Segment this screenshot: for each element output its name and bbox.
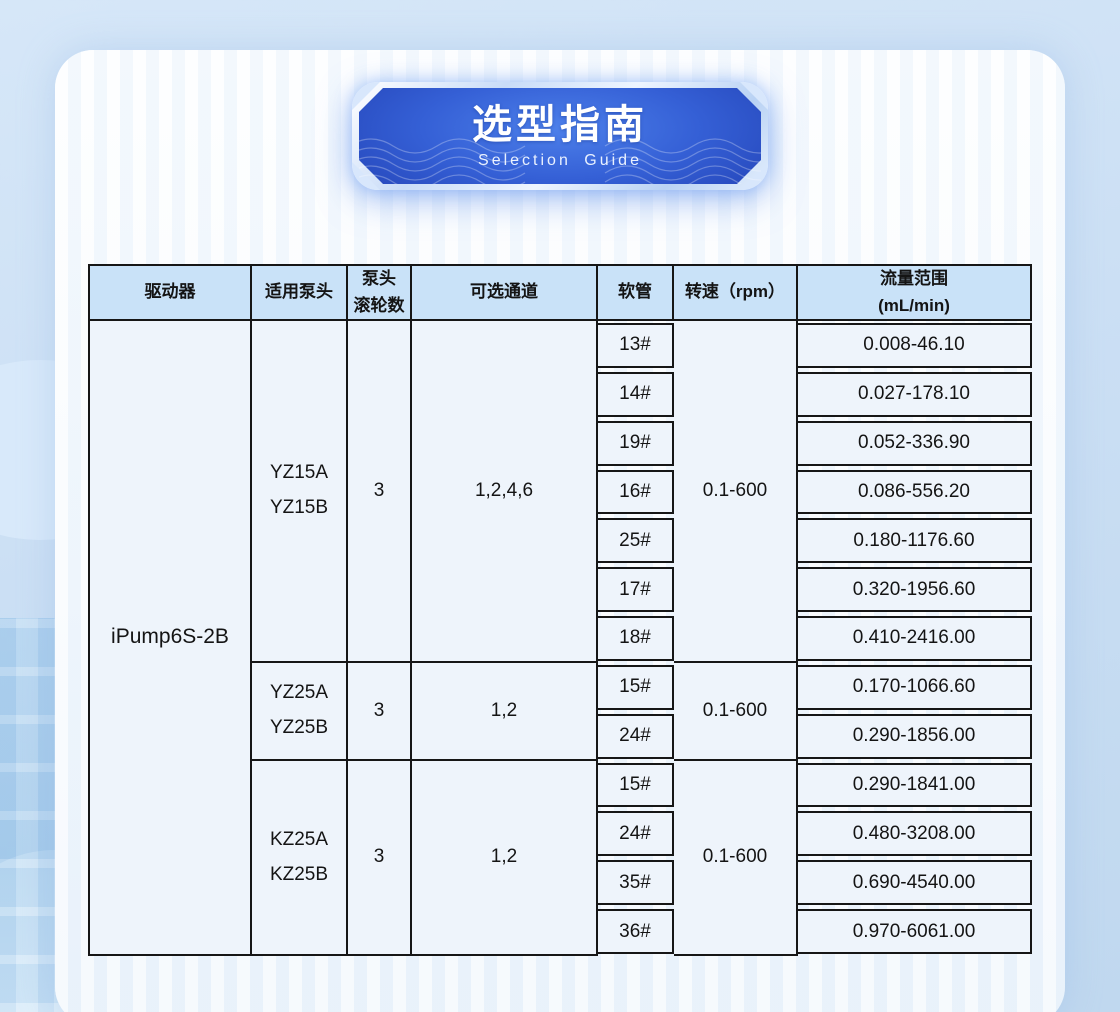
flow-range-cell: 0.170-1066.60 (796, 664, 1032, 710)
flow-range-cell: 0.027-178.10 (796, 371, 1032, 417)
rollers-cell: 3 (348, 321, 412, 663)
pump-head-model: KZ25B (269, 863, 329, 885)
flow-range-cell: 0.086-556.20 (796, 469, 1032, 515)
header-rollers: 泵头 滚轮数 (348, 264, 412, 321)
tube-cell: 15# (596, 762, 674, 808)
flow-range-cell: 0.320-1956.60 (796, 567, 1032, 613)
channels-cell: 1,2 (412, 662, 598, 761)
flow-range-cell: 0.008-46.10 (796, 323, 1032, 368)
header-rollers-line1: 泵头 (362, 269, 396, 289)
tube-cell: 25# (596, 518, 674, 564)
speed-cell: 0.1-600 (674, 760, 798, 956)
header-driver: 驱动器 (88, 264, 252, 321)
pump-head-model: YZ25A (269, 682, 329, 704)
pump-head-model: YZ15A (269, 462, 329, 484)
pump-head-model: YZ15B (269, 497, 329, 519)
header-channels: 可选通道 (412, 264, 598, 321)
pump-head-cell: YZ15A YZ15B (252, 321, 348, 663)
flow-range-cell: 0.970-6061.00 (796, 909, 1032, 954)
channels-cell: 1,2 (412, 760, 598, 956)
tube-cell: 13# (596, 323, 674, 368)
flow-range-cell: 0.410-2416.00 (796, 616, 1032, 661)
tube-cell: 16# (596, 469, 674, 515)
tube-cell: 36# (596, 909, 674, 954)
header-rollers-line2: 滚轮数 (353, 295, 405, 315)
tube-cell: 17# (596, 567, 674, 613)
pump-head-cell: YZ25A YZ25B (252, 662, 348, 761)
header-flow-range: 流量范围 (mL/min) (798, 264, 1032, 321)
pump-head-model: KZ25A (269, 828, 329, 850)
header-flow-line2: (mL/min) (878, 295, 950, 315)
pump-head-cell: KZ25A KZ25B (252, 760, 348, 956)
speed-cell: 0.1-600 (674, 662, 798, 761)
rollers-cell: 3 (348, 760, 412, 956)
tube-cell: 24# (596, 713, 674, 759)
pump-head-model: YZ25B (269, 717, 329, 739)
channels-cell: 1,2,4,6 (412, 321, 598, 663)
flow-range-cell: 0.290-1841.00 (796, 762, 1032, 808)
header-speed: 转速（rpm） (674, 264, 798, 321)
tube-cell: 19# (596, 420, 674, 466)
flow-range-cell: 0.690-4540.00 (796, 860, 1032, 906)
flow-range-cell: 0.480-3208.00 (796, 811, 1032, 857)
flow-range-cell: 0.290-1856.00 (796, 713, 1032, 759)
tube-cell: 35# (596, 860, 674, 906)
speed-cell: 0.1-600 (674, 321, 798, 663)
driver-cell: iPump6S-2B (88, 321, 252, 956)
header-pump-head: 适用泵头 (252, 264, 348, 321)
tube-cell: 18# (596, 616, 674, 661)
tube-cell: 15# (596, 664, 674, 710)
header-tube: 软管 (598, 264, 674, 321)
header-flow-line1: 流量范围 (880, 269, 948, 289)
rollers-cell: 3 (348, 662, 412, 761)
selection-table: 驱动器 适用泵头 泵头 滚轮数 可选通道 软管 转速（rpm） 流量范围 (mL… (88, 264, 1032, 956)
tube-cell: 14# (596, 371, 674, 417)
banner-title: 选型指南 (472, 102, 648, 147)
flow-range-cell: 0.052-336.90 (796, 420, 1032, 466)
flow-range-cell: 0.180-1176.60 (796, 518, 1032, 564)
selection-guide-banner: 选型指南 Selection Guide (359, 88, 761, 184)
tube-cell: 24# (596, 811, 674, 857)
banner-subtitle: Selection Guide (478, 151, 642, 169)
